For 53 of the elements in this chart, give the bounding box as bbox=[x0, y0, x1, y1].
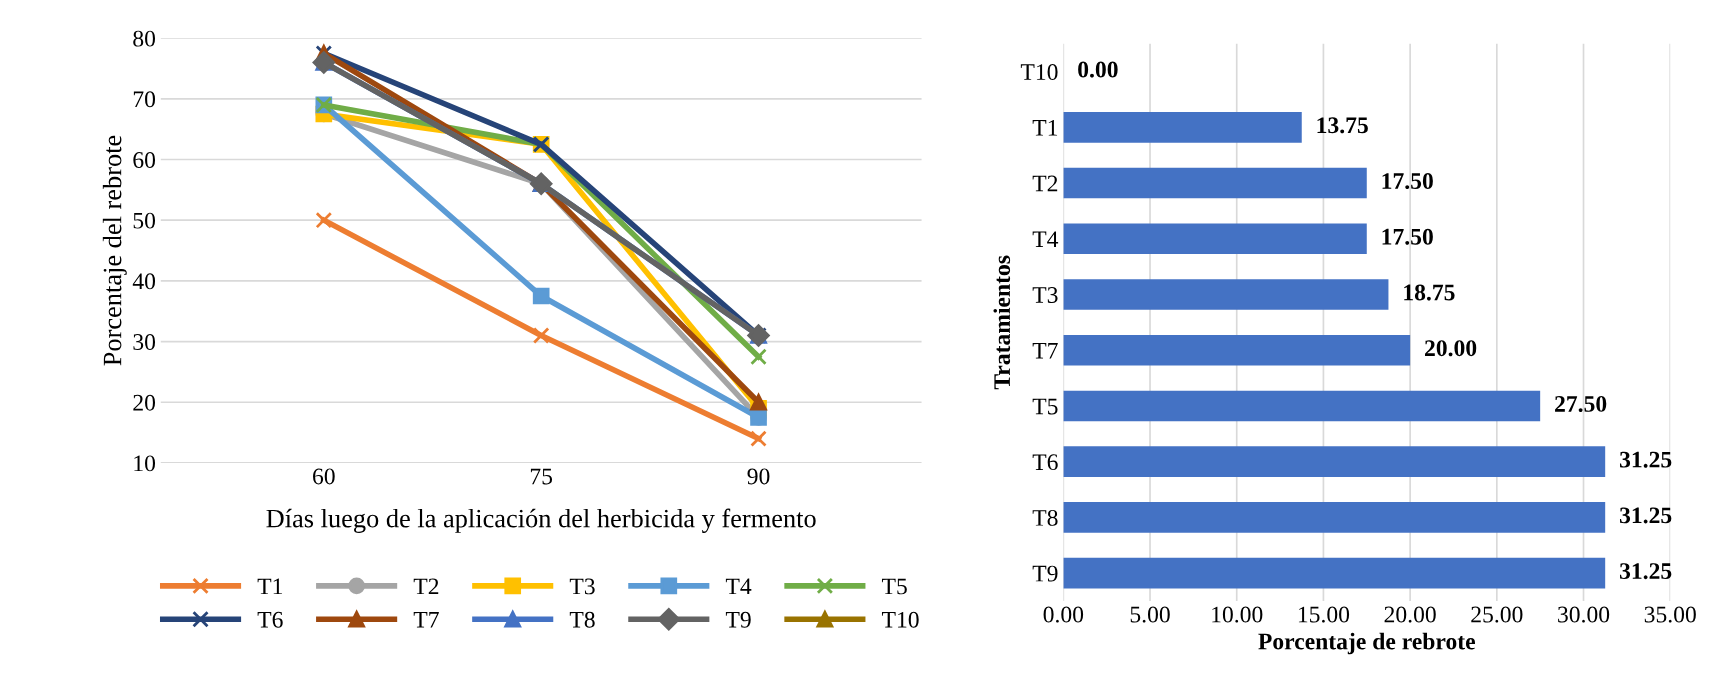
legend-label: T6 bbox=[257, 611, 283, 628]
x-tick-label: 90 bbox=[747, 468, 770, 485]
y-tick-label: T10 bbox=[1020, 64, 1058, 81]
x-tick-label: 5.00 bbox=[1130, 606, 1170, 623]
y-tick-label: T6 bbox=[1032, 454, 1058, 471]
x-tick-label: 75 bbox=[530, 468, 553, 485]
y-tick-label: T5 bbox=[1032, 398, 1058, 415]
y-tick-label: 80 bbox=[133, 30, 156, 47]
x-tick-label: 25.00 bbox=[1471, 606, 1523, 623]
y-tick-label: T2 bbox=[1032, 175, 1058, 192]
data-label: 13.75 bbox=[1317, 117, 1368, 134]
x-axis-title: Días luego de la aplicación del herbicida y fermento bbox=[266, 508, 816, 533]
x-tick-label: 35.00 bbox=[1644, 606, 1696, 623]
legend-label: T9 bbox=[725, 611, 751, 628]
data-label: 31.25 bbox=[1619, 507, 1672, 524]
legend-label: T10 bbox=[881, 611, 919, 628]
data-label: 17.50 bbox=[1382, 228, 1433, 245]
y-tick-label: 30 bbox=[133, 334, 156, 350]
y-tick-label: 40 bbox=[132, 273, 156, 290]
y-tick-label: T9 bbox=[1032, 565, 1058, 582]
x-tick-label: 60 bbox=[313, 468, 335, 485]
y-axis-title: Porcentaje del rebrote bbox=[102, 135, 127, 366]
data-label: 31.25 bbox=[1619, 563, 1672, 580]
y-tick-label: 20 bbox=[133, 394, 156, 411]
legend-label: T1 bbox=[257, 578, 283, 595]
y-tick-label: 70 bbox=[133, 91, 156, 108]
y-tick-label: 10 bbox=[134, 455, 156, 472]
data-label: 20.00 bbox=[1425, 340, 1477, 357]
legend-label: T5 bbox=[881, 578, 907, 595]
y-tick-label: 50 bbox=[133, 212, 156, 229]
y-tick-label: T1 bbox=[1032, 119, 1058, 136]
legend-label: T2 bbox=[413, 578, 439, 595]
x-tick-label: 15.00 bbox=[1298, 606, 1350, 623]
y-axis-title: Tratamientos bbox=[993, 255, 1011, 390]
x-tick-label: 10.00 bbox=[1212, 606, 1263, 623]
data-label: 0.00 bbox=[1078, 61, 1118, 78]
x-tick-label: 30.00 bbox=[1558, 606, 1610, 623]
y-tick-label: T8 bbox=[1032, 509, 1058, 526]
x-axis-title: Porcentaje de rebrote bbox=[1258, 632, 1476, 655]
data-label: 27.50 bbox=[1555, 395, 1607, 412]
y-tick-label: T7 bbox=[1032, 342, 1058, 359]
legend-label: T4 bbox=[725, 578, 752, 595]
x-tick-label: 0.00 bbox=[1043, 606, 1084, 623]
legend-label: T3 bbox=[569, 578, 595, 595]
legend-label: T8 bbox=[569, 611, 595, 628]
data-label: 31.25 bbox=[1619, 451, 1672, 468]
data-label: 17.50 bbox=[1382, 173, 1433, 190]
x-tick-label: 20.00 bbox=[1384, 606, 1436, 623]
y-tick-label: T3 bbox=[1032, 287, 1058, 303]
legend-label: T7 bbox=[413, 612, 439, 628]
y-tick-label: 60 bbox=[133, 152, 156, 168]
data-label: 18.75 bbox=[1404, 284, 1455, 301]
y-tick-label: T4 bbox=[1032, 231, 1059, 247]
